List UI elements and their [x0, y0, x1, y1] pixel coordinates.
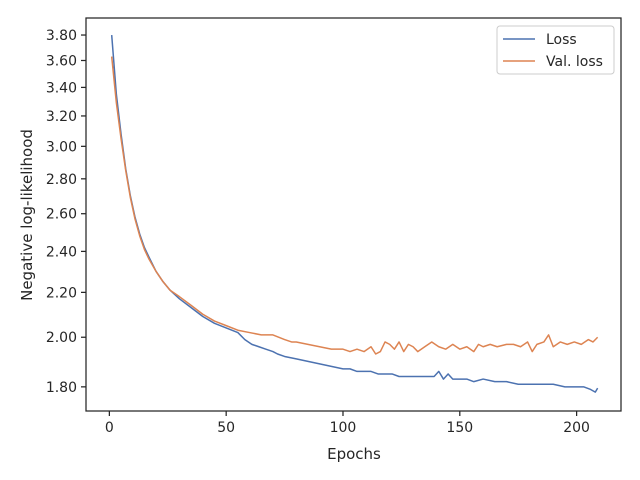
plot-frame	[85, 17, 622, 412]
x-tick-label: 200	[563, 420, 590, 436]
y-tick-label: 3.80	[46, 28, 77, 44]
x-tick-label: 150	[446, 420, 473, 436]
x-tick-label: 100	[330, 420, 357, 436]
y-tick-label: 2.40	[46, 244, 77, 260]
y-tick-label: 3.60	[46, 53, 77, 69]
x-axis-label: Epochs	[327, 445, 381, 463]
legend-label-1: Val. loss	[546, 54, 603, 70]
legend-label-0: Loss	[546, 32, 577, 48]
x-tick-label: 0	[105, 420, 114, 436]
y-tick-label: 2.60	[46, 207, 77, 223]
x-tick-label: 50	[217, 420, 235, 436]
y-axis-label: Negative log-likelihood	[18, 129, 36, 301]
legend-box	[496, 25, 615, 75]
y-tick-label: 1.80	[46, 380, 77, 396]
legend: Loss Val. loss	[496, 25, 615, 75]
series-line-1	[110, 56, 599, 355]
series-line-0	[110, 34, 599, 393]
y-tick-label: 3.20	[46, 109, 77, 125]
y-axis: 1.80 2.00 2.20 2.40 2.60 2.80 3.00 3.20 3.40 3.60…	[46, 28, 86, 396]
y-tick-label: 2.80	[46, 172, 77, 188]
plot-area	[85, 17, 622, 412]
y-tick-label: 3.40	[46, 80, 77, 96]
y-tick-label: 3.00	[46, 139, 77, 155]
y-tick-label: 2.00	[46, 330, 77, 346]
series-layer	[110, 34, 599, 393]
x-axis: 0 50 100 150 200	[105, 411, 590, 436]
y-tick-label: 2.20	[46, 285, 77, 301]
